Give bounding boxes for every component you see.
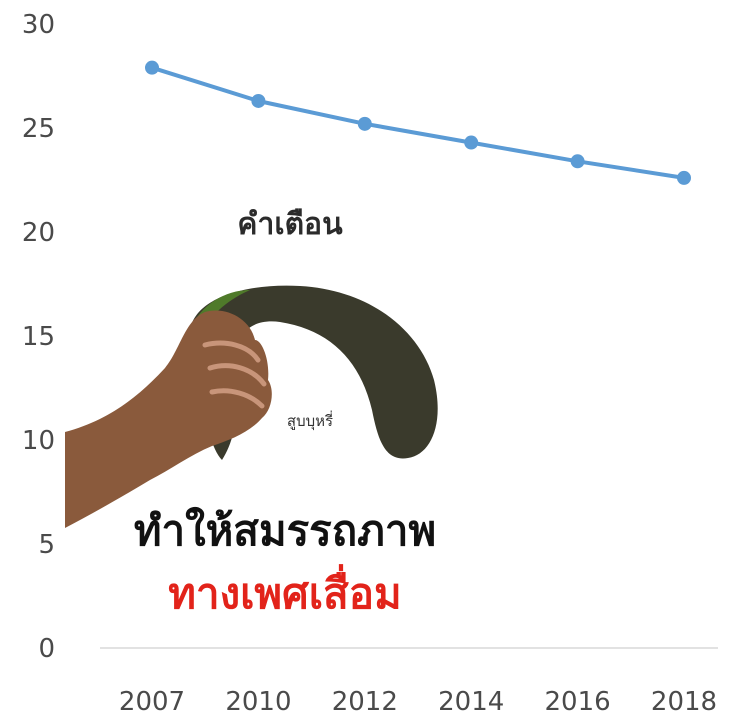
data-point <box>570 154 585 169</box>
knuckles <box>202 340 267 409</box>
x-tick-label: 2016 <box>545 687 611 717</box>
y-tick-label: 20 <box>22 218 55 248</box>
data-point <box>145 60 159 75</box>
series-line <box>150 65 686 180</box>
y-axis-ticks: 0 5 10 15 20 25 30 <box>22 10 55 664</box>
x-tick-label: 2014 <box>438 687 504 717</box>
y-tick-label: 30 <box>22 10 55 40</box>
product-label: สูบบุหรี่ <box>287 410 333 431</box>
x-tick-label: 2012 <box>332 687 398 717</box>
warning-title: คำเตือน <box>237 207 343 242</box>
series-points <box>145 60 691 185</box>
x-tick-label: 2007 <box>119 687 185 717</box>
y-tick-label: 5 <box>38 530 55 560</box>
y-tick-label: 0 <box>38 634 55 664</box>
x-tick-label: 2018 <box>651 687 717 717</box>
warning-line-2: ทางเพศเสื่อม <box>168 564 401 618</box>
data-point <box>357 116 372 131</box>
x-axis-ticks: 2007 2010 2012 2014 2016 2018 <box>119 687 717 717</box>
eggplant-icon <box>188 285 438 460</box>
y-tick-label: 10 <box>22 426 55 456</box>
warning-image: คำเตือน สูบบุหรี่ ทำให้สมรรถภาพ ทางเพศเส… <box>65 207 438 618</box>
hand-icon <box>65 310 272 528</box>
y-tick-label: 15 <box>22 322 55 352</box>
y-tick-label: 25 <box>22 114 55 144</box>
data-point <box>464 135 479 150</box>
warning-line-1: ทำให้สมรรถภาพ <box>134 506 436 555</box>
data-point <box>251 93 266 108</box>
data-point <box>677 170 691 185</box>
x-tick-label: 2010 <box>225 687 291 717</box>
